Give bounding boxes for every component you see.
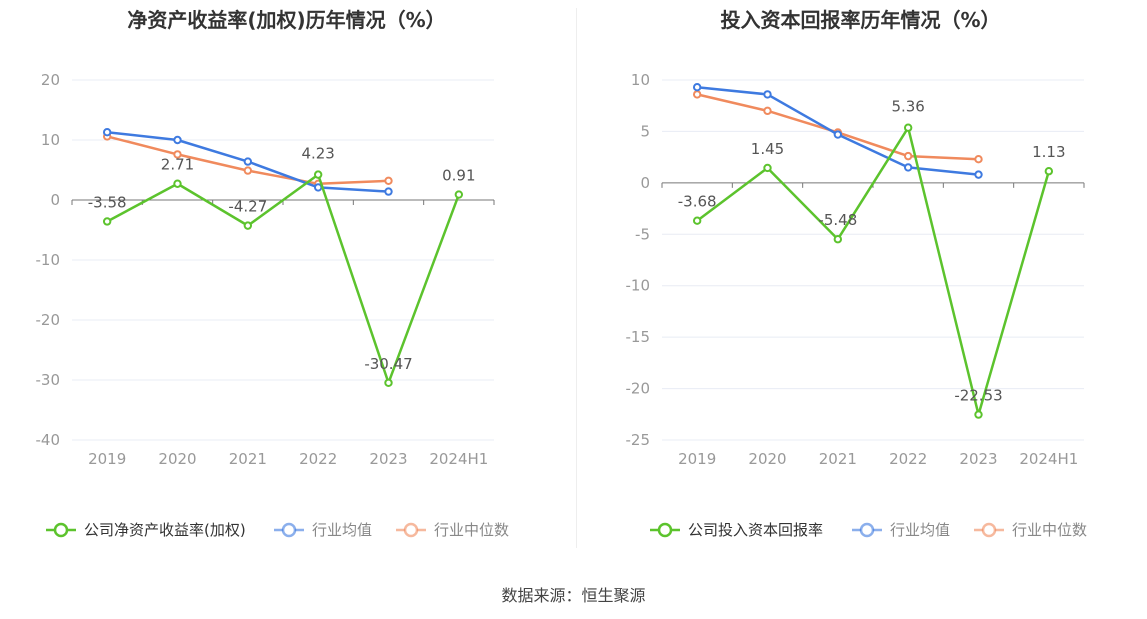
y-tick-label: -20 [626, 380, 651, 398]
data-label: 1.45 [751, 140, 784, 158]
company-data-point [102, 217, 112, 226]
x-tick-label: 2020 [158, 450, 196, 468]
average-data-point [313, 183, 323, 192]
data-label: 5.36 [891, 98, 924, 116]
median-data-point [974, 155, 983, 164]
data-label: 2.71 [161, 156, 194, 174]
legend-marker-icon [657, 522, 673, 538]
company-data-point [454, 190, 464, 199]
x-tick-label: 2020 [748, 450, 786, 468]
legend-label: 行业均值 [890, 521, 950, 539]
y-tick-label: 10 [41, 131, 60, 149]
y-tick-label: 0 [50, 191, 60, 209]
x-tick-label: 2019 [88, 450, 126, 468]
roic-chart-panel: 投入资本回报率历年情况（%） 10 5 0 -5 -10 -15 -20 -25 2019 202… [574, 0, 1147, 560]
x-tick-label: 2021 [819, 450, 857, 468]
median-data-point [692, 90, 702, 99]
panel-divider [576, 8, 577, 548]
y-tick-label: 20 [41, 71, 60, 89]
average-legend-item: 行业均值 [274, 521, 372, 539]
median-legend-item: 行业中位数 [974, 521, 1087, 539]
y-tick-label: -20 [36, 311, 61, 329]
average-data-point [384, 187, 393, 196]
roe-chart-panel: 净资产收益率(加权)历年情况（%） 20 10 0 -10 -20 -30 -40 2019 2… [0, 0, 573, 560]
x-tick-label: 2022 [299, 450, 337, 468]
y-tick-label: -5 [635, 225, 650, 243]
average-data-point [833, 130, 843, 139]
median-legend-item: 行业中位数 [396, 521, 509, 539]
median-data-point [763, 106, 772, 116]
x-tick-label: 2024H1 [429, 450, 488, 468]
y-tick-label: -15 [626, 328, 651, 346]
legend-label: 公司净资产收益率(加权) [84, 521, 246, 539]
legend-marker-icon [981, 522, 997, 538]
company-data-point [692, 216, 702, 225]
average-data-point [243, 157, 253, 166]
y-tick-label: -10 [36, 251, 61, 269]
legend-label: 行业中位数 [1012, 521, 1087, 539]
chart-title: 净资产收益率(加权)历年情况（%） [127, 8, 446, 32]
chart-title: 投入资本回报率历年情况（%） [720, 8, 1001, 32]
company-data-point [243, 221, 253, 230]
company-data-point [763, 163, 772, 173]
company-series-line [106, 173, 461, 385]
median-data-point [384, 176, 393, 186]
data-label: -30.47 [364, 355, 412, 373]
legend-label: 行业中位数 [434, 521, 509, 539]
company-data-point [974, 410, 983, 419]
y-tick-label: 10 [631, 71, 650, 89]
legend-marker-icon [403, 522, 419, 538]
average-data-point [692, 83, 702, 92]
data-label: -3.68 [678, 193, 717, 211]
data-label: 1.13 [1032, 143, 1065, 161]
data-label: -4.27 [228, 198, 267, 216]
roic-line-chart: 10 5 0 -5 -10 -15 -20 -25 2019 2020 2021 2022 2023 20… [626, 71, 1088, 539]
y-tick-label: 0 [640, 174, 650, 192]
company-series-line [696, 126, 1051, 416]
y-tick-label: -30 [36, 371, 61, 389]
data-label: 4.23 [301, 145, 334, 163]
company-data-point [384, 378, 393, 388]
roe-line-chart: 20 10 0 -10 -20 -30 -40 2019 2020 2021 2022 2023 202… [36, 71, 510, 539]
average-data-point [763, 90, 772, 99]
legend-marker-icon [53, 522, 69, 538]
average-data-point [173, 135, 182, 145]
data-label: -22.53 [954, 387, 1002, 405]
legend-label: 行业均值 [312, 521, 372, 539]
x-tick-label: 2024H1 [1019, 450, 1078, 468]
average-legend-item: 行业均值 [852, 521, 950, 539]
x-tick-label: 2022 [889, 450, 927, 468]
x-tick-label: 2019 [678, 450, 716, 468]
average-data-point [102, 128, 112, 137]
data-source-note: 数据来源：恒生聚源 [501, 586, 646, 605]
company-data-point [903, 123, 913, 132]
median-series-line [696, 93, 979, 161]
legend-marker-icon [281, 522, 297, 538]
company-legend-item: 公司净资产收益率(加权) [46, 521, 246, 539]
y-tick-label: -40 [36, 431, 61, 449]
data-label: -5.48 [818, 211, 857, 229]
x-tick-label: 2023 [959, 450, 997, 468]
data-label: 0.91 [442, 167, 475, 185]
average-data-point [974, 170, 983, 179]
legend-marker-icon [859, 522, 875, 538]
company-data-point [173, 179, 182, 188]
median-data-point [243, 166, 253, 175]
company-data-point [1044, 167, 1054, 176]
legend-label: 公司投入资本回报率 [688, 521, 823, 539]
median-data-point [173, 150, 182, 159]
data-label: -3.58 [88, 193, 127, 211]
average-data-point [903, 163, 913, 172]
median-data-point [903, 151, 913, 161]
y-tick-label: 5 [640, 122, 650, 140]
y-tick-label: -25 [626, 431, 651, 449]
x-tick-label: 2023 [369, 450, 407, 468]
company-data-point [833, 235, 843, 244]
x-tick-label: 2021 [229, 450, 267, 468]
company-data-point [313, 170, 323, 179]
y-tick-label: -10 [626, 277, 651, 295]
company-legend-item: 公司投入资本回报率 [650, 521, 823, 539]
